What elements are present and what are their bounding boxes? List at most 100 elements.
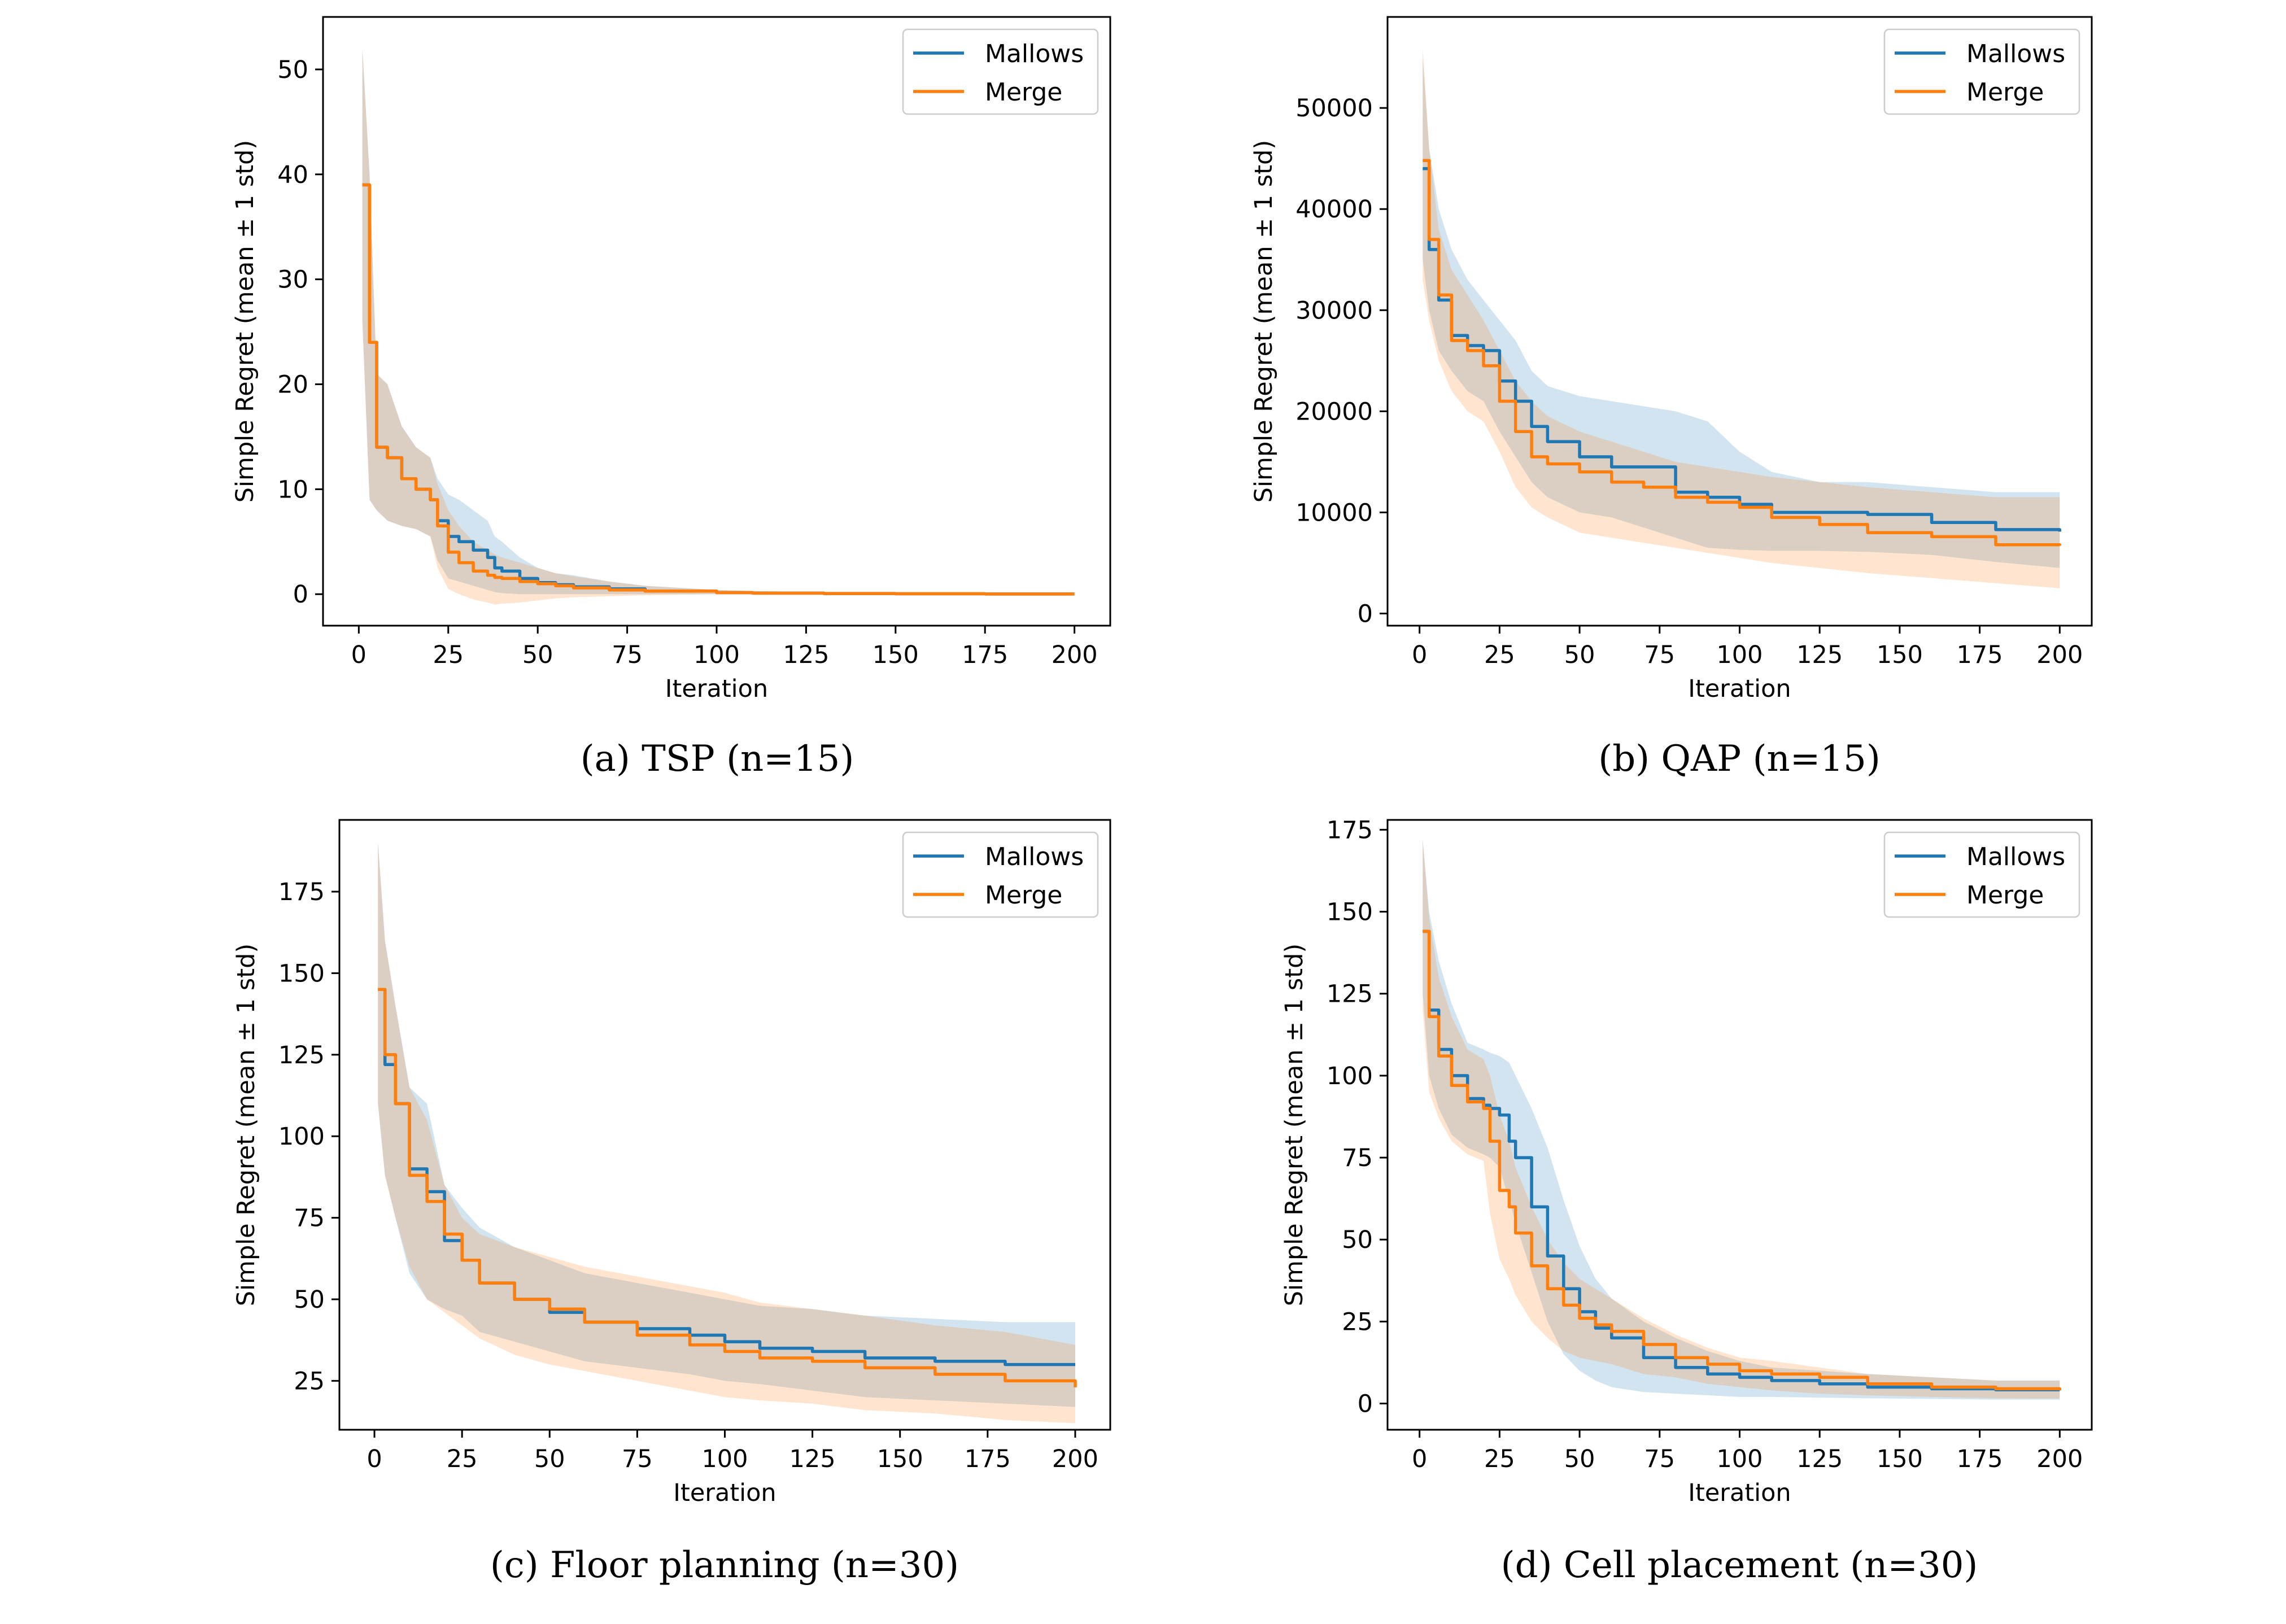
y-tick-label: 10000 — [1295, 499, 1373, 527]
mean-line-mallows — [1423, 167, 2062, 532]
plot-area — [378, 842, 1077, 1424]
panel-caption: (a) TSP (n=15) — [581, 738, 854, 780]
x-tick-label: 50 — [1564, 641, 1595, 669]
x-tick-label: 75 — [1644, 1445, 1675, 1473]
mean-line-merge — [1423, 929, 2062, 1391]
panel-caption: (b) QAP (n=15) — [1598, 738, 1881, 780]
std-band-mallows — [378, 842, 1075, 1407]
plot-area — [1423, 47, 2062, 588]
x-tick-label: 175 — [1957, 1445, 2003, 1473]
y-tick-label: 50 — [294, 1286, 325, 1314]
chart-panel-0: 0 25 50 75 100 125 150 175 200 0 10 20 30 40 50 Iterati… — [231, 16, 1111, 780]
panel-caption: (c) Floor planning (n=30) — [490, 1544, 959, 1586]
panel-caption: (d) Cell placement (n=30) — [1501, 1544, 1978, 1586]
x-tick-label: 125 — [1796, 641, 1843, 669]
std-band-merge — [378, 842, 1075, 1424]
y-axis-label: Simple Regret (mean ± 1 std) — [1280, 944, 1308, 1306]
std-band-mallows — [1423, 839, 2060, 1400]
legend-label-merge: Merge — [1966, 78, 2044, 107]
x-tick-label: 0 — [351, 641, 367, 669]
y-tick-label: 30 — [277, 266, 308, 294]
y-tick-label: 25 — [1342, 1308, 1373, 1336]
y-axis-label: Simple Regret (mean ± 1 std) — [1250, 140, 1278, 503]
mean-line-mallows — [378, 988, 1075, 1367]
x-tick-label: 200 — [1052, 641, 1098, 669]
x-tick-label: 125 — [1796, 1445, 1843, 1473]
legend-label-merge: Merge — [1966, 881, 2044, 910]
x-tick-label: 100 — [1716, 641, 1763, 669]
legend-label-mallows: Mallows — [985, 842, 1084, 871]
y-tick-label: 0 — [293, 580, 308, 609]
x-tick-label: 150 — [872, 641, 919, 669]
chart-panel-2: 0 25 50 75 100 125 150 175 200 25 50 75 100 125 150 175… — [232, 819, 1111, 1586]
legend: Mallows Merge — [1883, 28, 2080, 115]
x-tick-label: 200 — [1052, 1445, 1098, 1473]
y-tick-label: 40 — [277, 161, 308, 189]
x-tick-label: 125 — [789, 1445, 836, 1473]
y-axis-label: Simple Regret (mean ± 1 std) — [231, 140, 259, 503]
x-tick-label: 200 — [2036, 1445, 2083, 1473]
x-tick-label: 175 — [1957, 641, 2003, 669]
y-tick-label: 100 — [1327, 1062, 1373, 1090]
x-tick-label: 75 — [622, 1445, 653, 1473]
x-axis-label: Iteration — [1688, 675, 1791, 703]
y-tick-label: 20 — [277, 371, 308, 399]
x-axis-label: Iteration — [1688, 1479, 1791, 1507]
x-tick-label: 75 — [1644, 641, 1675, 669]
x-tick-label: 200 — [2036, 641, 2083, 669]
mean-line-merge — [378, 988, 1077, 1387]
x-tick-label: 100 — [1716, 1445, 1763, 1473]
y-tick-label: 40000 — [1295, 195, 1373, 224]
x-tick-label: 100 — [701, 1445, 748, 1473]
x-tick-label: 175 — [962, 641, 1008, 669]
y-tick-label: 50000 — [1295, 94, 1373, 123]
y-tick-label: 125 — [278, 1041, 325, 1069]
x-tick-label: 150 — [1877, 641, 1923, 669]
x-axis-label: Iteration — [673, 1479, 776, 1507]
x-tick-label: 0 — [1412, 1445, 1427, 1473]
x-tick-label: 125 — [783, 641, 829, 669]
x-tick-label: 100 — [693, 641, 740, 669]
legend-label-mallows: Mallows — [1966, 842, 2065, 871]
y-tick-label: 30000 — [1295, 296, 1373, 325]
x-tick-label: 50 — [522, 641, 553, 669]
x-tick-label: 0 — [1412, 641, 1427, 669]
legend: Mallows Merge — [902, 831, 1099, 918]
y-tick-label: 175 — [1327, 816, 1373, 844]
mean-line-merge — [362, 183, 1075, 596]
legend: Mallows Merge — [902, 28, 1099, 115]
x-tick-label: 150 — [877, 1445, 923, 1473]
legend-label-merge: Merge — [985, 78, 1062, 107]
y-tick-label: 25 — [294, 1367, 325, 1395]
std-band-mallows — [362, 48, 1075, 595]
x-tick-label: 50 — [534, 1445, 565, 1473]
y-tick-label: 0 — [1358, 1390, 1373, 1418]
x-tick-label: 25 — [447, 1445, 478, 1473]
y-tick-label: 50 — [277, 56, 308, 84]
std-band-merge — [1423, 47, 2060, 588]
legend-label-mallows: Mallows — [985, 40, 1084, 68]
std-band-mallows — [1423, 57, 2060, 568]
y-tick-label: 0 — [1358, 600, 1373, 628]
y-tick-label: 175 — [278, 878, 325, 906]
plot-area — [362, 48, 1075, 605]
x-tick-label: 25 — [433, 641, 464, 669]
x-tick-label: 175 — [965, 1445, 1011, 1473]
x-tick-label: 50 — [1564, 1445, 1595, 1473]
x-tick-label: 150 — [1877, 1445, 1923, 1473]
y-axis-label: Simple Regret (mean ± 1 std) — [232, 944, 260, 1306]
y-tick-label: 50 — [1342, 1226, 1373, 1254]
y-tick-label: 75 — [1342, 1144, 1373, 1172]
y-tick-label: 20000 — [1295, 398, 1373, 426]
y-tick-label: 75 — [294, 1204, 325, 1233]
x-tick-label: 25 — [1484, 641, 1515, 669]
y-tick-label: 100 — [278, 1123, 325, 1151]
legend-label-merge: Merge — [985, 881, 1062, 910]
y-tick-label: 150 — [1327, 898, 1373, 927]
plot-area — [1423, 839, 2062, 1400]
y-tick-label: 10 — [277, 475, 308, 504]
chart-panel-1: 0 25 50 75 100 125 150 175 200 0 10000 20000 30000 40… — [1250, 16, 2093, 780]
mean-line-merge — [1423, 159, 2062, 547]
legend-label-mallows: Mallows — [1966, 40, 2065, 68]
